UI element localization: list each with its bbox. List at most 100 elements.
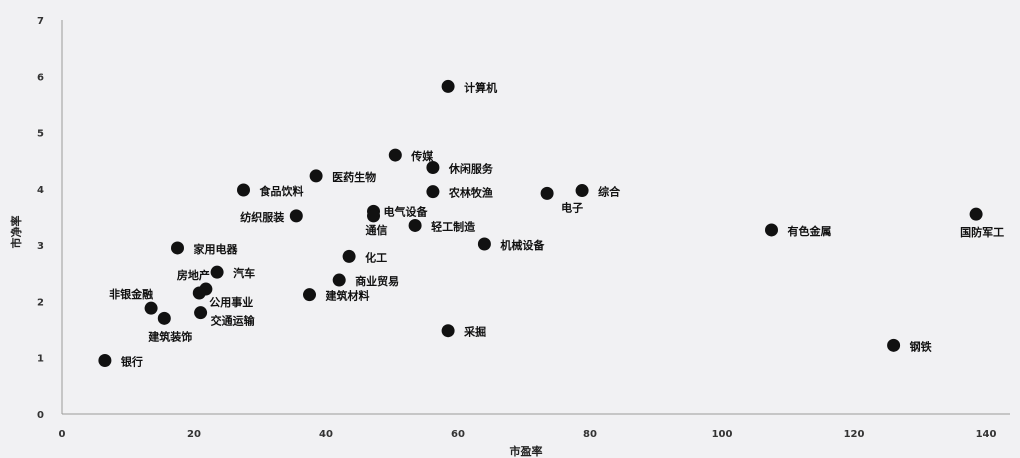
data-point-marker [309, 169, 323, 183]
data-point-label: 有色金属 [788, 224, 832, 238]
data-point-marker [426, 160, 440, 174]
data-point: 休闲服务 [426, 160, 494, 175]
x-tick-label: 0 [59, 429, 66, 440]
data-point-marker [157, 311, 171, 325]
data-point-label: 医药生物 [332, 170, 376, 184]
data-point-marker [332, 273, 346, 287]
x-tick-label: 120 [844, 429, 865, 440]
data-point-label: 电气设备 [384, 204, 429, 218]
data-point-marker [194, 306, 208, 320]
data-point-label: 电子 [561, 200, 583, 214]
data-point: 传媒 [388, 148, 434, 163]
data-point-label: 钢铁 [910, 339, 932, 353]
data-point-marker [237, 183, 250, 197]
data-point: 综合 [575, 184, 621, 199]
data-point: 建筑装饰 [148, 311, 192, 343]
data-point-label: 食品饮料 [260, 184, 304, 198]
data-point-label: 家用电器 [194, 242, 239, 256]
x-axis-title: 市盈率 [510, 444, 543, 458]
y-tick-label: 0 [37, 410, 44, 421]
data-point-marker [303, 288, 316, 302]
data-point-label: 纺织服装 [240, 210, 284, 224]
data-point: 国防军工 [960, 207, 1004, 239]
data-point-label: 汽车 [233, 266, 255, 280]
y-tick-label: 3 [37, 241, 44, 252]
y-tick-label: 6 [37, 72, 44, 83]
y-tick-label: 4 [37, 185, 44, 196]
data-point-label: 轻工制造 [431, 219, 476, 233]
x-tick-label: 40 [319, 429, 333, 440]
data-point-label: 建筑装饰 [148, 329, 192, 343]
y-tick-label: 1 [37, 354, 44, 365]
data-point-marker [388, 148, 402, 162]
data-point-label: 公用事业 [209, 295, 253, 309]
data-point-label: 机械设备 [500, 238, 545, 252]
data-point-marker [441, 324, 455, 338]
data-point: 商业贸易 [332, 273, 399, 288]
x-tick-label: 60 [451, 429, 465, 440]
data-point: 纺织服装 [240, 209, 303, 224]
data-point-marker [192, 286, 206, 300]
data-point-marker [210, 265, 224, 279]
data-point: 钢铁 [887, 338, 932, 353]
data-point-marker [477, 237, 491, 251]
data-point-marker [98, 354, 112, 368]
data-point-label: 非银金融 [109, 287, 153, 301]
data-point-label: 房地产 [177, 268, 210, 282]
y-tick-label: 7 [37, 16, 44, 27]
data-point-marker [765, 223, 778, 237]
data-point: 交通运输 [194, 306, 256, 328]
y-tick-labels: 0 1 2 3 4 5 6 7 [37, 16, 44, 421]
data-point-label: 交通运输 [211, 314, 256, 328]
data-point-marker [969, 207, 983, 221]
x-tick-label: 80 [583, 429, 597, 440]
data-point: 家用电器 [171, 241, 238, 256]
data-point: 轻工制造 [408, 218, 476, 233]
data-point-label: 通信 [366, 223, 388, 237]
data-point: 计算机 [441, 79, 497, 94]
data-point-label: 国防军工 [960, 225, 1004, 239]
y-axis-title: 市净率 [9, 216, 23, 249]
data-point: 电子 [540, 186, 583, 214]
y-tick-label: 2 [37, 297, 44, 308]
data-point-marker [575, 184, 589, 198]
data-point: 非银金融 [109, 287, 158, 315]
data-point-label: 传媒 [410, 149, 434, 163]
data-point: 医药生物 [309, 169, 376, 184]
data-point: 汽车 [210, 265, 255, 280]
x-tick-label: 20 [187, 429, 201, 440]
data-point-label: 采掘 [463, 325, 486, 339]
data-point: 银行 [98, 354, 143, 369]
data-point: 建筑材料 [303, 288, 370, 303]
data-point-marker [408, 218, 422, 232]
data-point-marker [367, 209, 381, 223]
data-point-label: 化工 [365, 250, 387, 264]
data-point-marker [887, 338, 901, 352]
data-point-label: 综合 [598, 185, 621, 199]
data-point: 采掘 [441, 324, 486, 339]
data-point-marker [426, 185, 440, 199]
data-point-marker [540, 186, 554, 200]
data-point: 有色金属 [765, 223, 832, 238]
data-point-marker [171, 241, 184, 255]
data-point-label: 农林牧渔 [448, 186, 493, 200]
data-point-label: 建筑材料 [326, 289, 370, 303]
x-tick-labels: 0 20 40 60 80 100 120 140 [59, 429, 997, 440]
data-point: 通信 [366, 209, 388, 237]
data-point-marker [289, 209, 303, 223]
x-tick-label: 140 [976, 429, 997, 440]
data-point: 农林牧渔 [426, 185, 493, 200]
data-point-label: 商业贸易 [355, 274, 399, 288]
data-point-marker [342, 249, 356, 263]
data-point: 食品饮料 [237, 183, 304, 198]
data-point-marker [144, 301, 158, 315]
y-tick-label: 5 [37, 129, 44, 140]
x-tick-label: 100 [712, 429, 733, 440]
data-point: 化工 [342, 249, 387, 264]
data-point: 公用事业 [192, 286, 253, 309]
data-point-label: 休闲服务 [448, 161, 494, 175]
data-point-marker [441, 79, 455, 93]
data-point: 机械设备 [477, 237, 545, 252]
